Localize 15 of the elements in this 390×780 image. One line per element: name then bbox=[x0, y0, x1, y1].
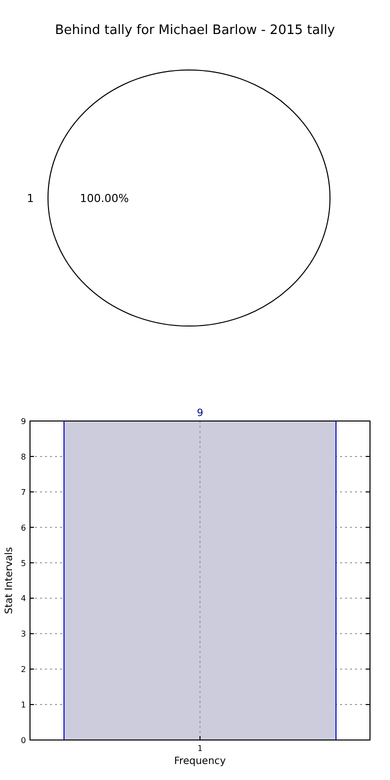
x-axis-title: Frequency bbox=[174, 756, 226, 767]
data-label: 9 bbox=[196, 408, 204, 419]
y-axis-title: Stat Intervals bbox=[4, 546, 15, 614]
chart-title: Behind tally for Michael Barlow - 2015 tally bbox=[54, 23, 336, 38]
y-tick-label: 2 bbox=[20, 665, 26, 674]
y-tick-label: 8 bbox=[20, 452, 26, 462]
y-tick-label: 6 bbox=[20, 523, 26, 532]
y-tick-label: 3 bbox=[20, 630, 26, 639]
y-tick-label: 9 bbox=[20, 417, 26, 426]
y-tick-label: 5 bbox=[20, 558, 26, 568]
y-tick-label: 0 bbox=[20, 736, 26, 745]
y-tick-label: 1 bbox=[20, 700, 26, 710]
y-tick-label: 7 bbox=[20, 488, 26, 497]
y-tick-label: 4 bbox=[20, 594, 26, 604]
data-label: 100.00% bbox=[80, 192, 129, 205]
